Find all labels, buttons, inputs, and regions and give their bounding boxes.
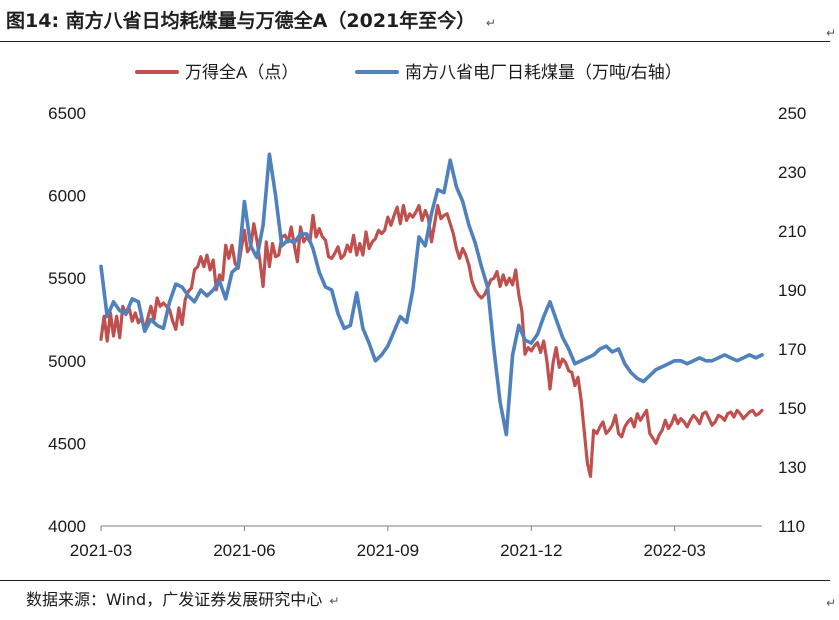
legend-label: 南方八省电厂日耗煤量（万吨/右轴） xyxy=(405,63,682,82)
chart-series xyxy=(99,152,764,478)
x-tick-label: 2022-03 xyxy=(644,541,706,560)
y-right-tick-label: 250 xyxy=(778,104,806,123)
y-left-tick-label: 6500 xyxy=(48,104,86,123)
legend: 万得全A（点） 南方八省电厂日耗煤量（万吨/右轴） xyxy=(135,63,682,82)
y-left-tick-label: 6000 xyxy=(48,187,86,206)
chart-axes: 2021-03 2021-06 2021-09 2021-12 2022-03 4000 4… xyxy=(48,104,806,560)
y-right-tick-label: 130 xyxy=(778,458,806,477)
y-right-tick-label: 230 xyxy=(778,163,806,182)
y-right-tick-label: 210 xyxy=(778,222,806,241)
x-tick-label: 2021-06 xyxy=(213,541,275,560)
y-left-tick-label: 4000 xyxy=(48,517,86,536)
corner-return-mark: ↵ xyxy=(826,26,837,40)
corner-return-mark-bottom: ↵ xyxy=(826,596,837,610)
y-left-tick-label: 5000 xyxy=(48,352,86,371)
bottom-rule xyxy=(0,580,830,581)
y-right-tick-label: 190 xyxy=(778,281,806,300)
y-right-tick-label: 170 xyxy=(778,340,806,359)
y-right-tick-label: 110 xyxy=(778,517,805,536)
figure-title: 图14: 南方八省日均耗煤量与万德全A（2021年至今） ↵ xyxy=(6,4,496,38)
y-left-tick-label: 5500 xyxy=(48,269,86,288)
legend-label: 万得全A（点） xyxy=(185,63,298,82)
series-line-wind-a-index xyxy=(99,203,764,478)
series-line-coal-consumption xyxy=(99,152,764,437)
x-tick-label: 2021-12 xyxy=(500,541,562,560)
figure-title-text: 南方八省日均耗煤量与万德全A（2021年至今） xyxy=(65,10,476,32)
top-rule xyxy=(0,41,830,42)
y-left-tick-label: 4500 xyxy=(48,434,86,453)
source-return-mark: ↵ xyxy=(329,594,340,608)
source-note: 数据来源：Wind，广发证券发展研究中心 ↵ xyxy=(26,586,339,610)
y-right-tick-label: 150 xyxy=(778,399,806,418)
return-mark: ↵ xyxy=(485,16,496,30)
figure-label: 图14: xyxy=(6,10,60,32)
x-tick-label: 2021-09 xyxy=(357,541,419,560)
line-chart: 万得全A（点） 南方八省电厂日耗煤量（万吨/右轴） 2021-03 2021-06 2… xyxy=(48,63,806,560)
source-text: 数据来源：Wind，广发证券发展研究中心 xyxy=(26,590,323,609)
x-tick-label: 2021-03 xyxy=(70,541,132,560)
